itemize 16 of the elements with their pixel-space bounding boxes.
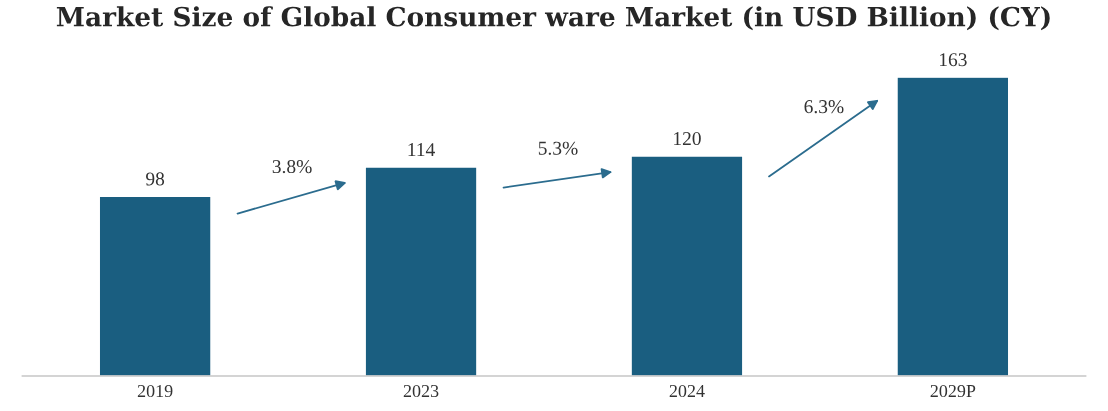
data-label: 114 (408, 143, 435, 156)
bar (98, 195, 212, 377)
annotation: 3.8% (272, 159, 312, 174)
x-tick-label: 2024 (669, 384, 705, 398)
annotation: 5.3% (538, 141, 578, 155)
x-tick-label: 2029P (930, 384, 976, 398)
bar (364, 166, 478, 377)
bar (630, 155, 744, 377)
bar (896, 76, 1010, 377)
data-label: 98 (146, 172, 165, 186)
x-tick-label: 2023 (403, 384, 439, 398)
data-label: 120 (674, 131, 701, 146)
chart-title: Market Size of Global Consumer ware Market (in USD Billion) (CY) (56, 6, 1050, 31)
data-label: 163 (940, 53, 967, 67)
x-tick-label: 2019 (137, 384, 173, 398)
annotation: 6.3% (804, 100, 844, 114)
